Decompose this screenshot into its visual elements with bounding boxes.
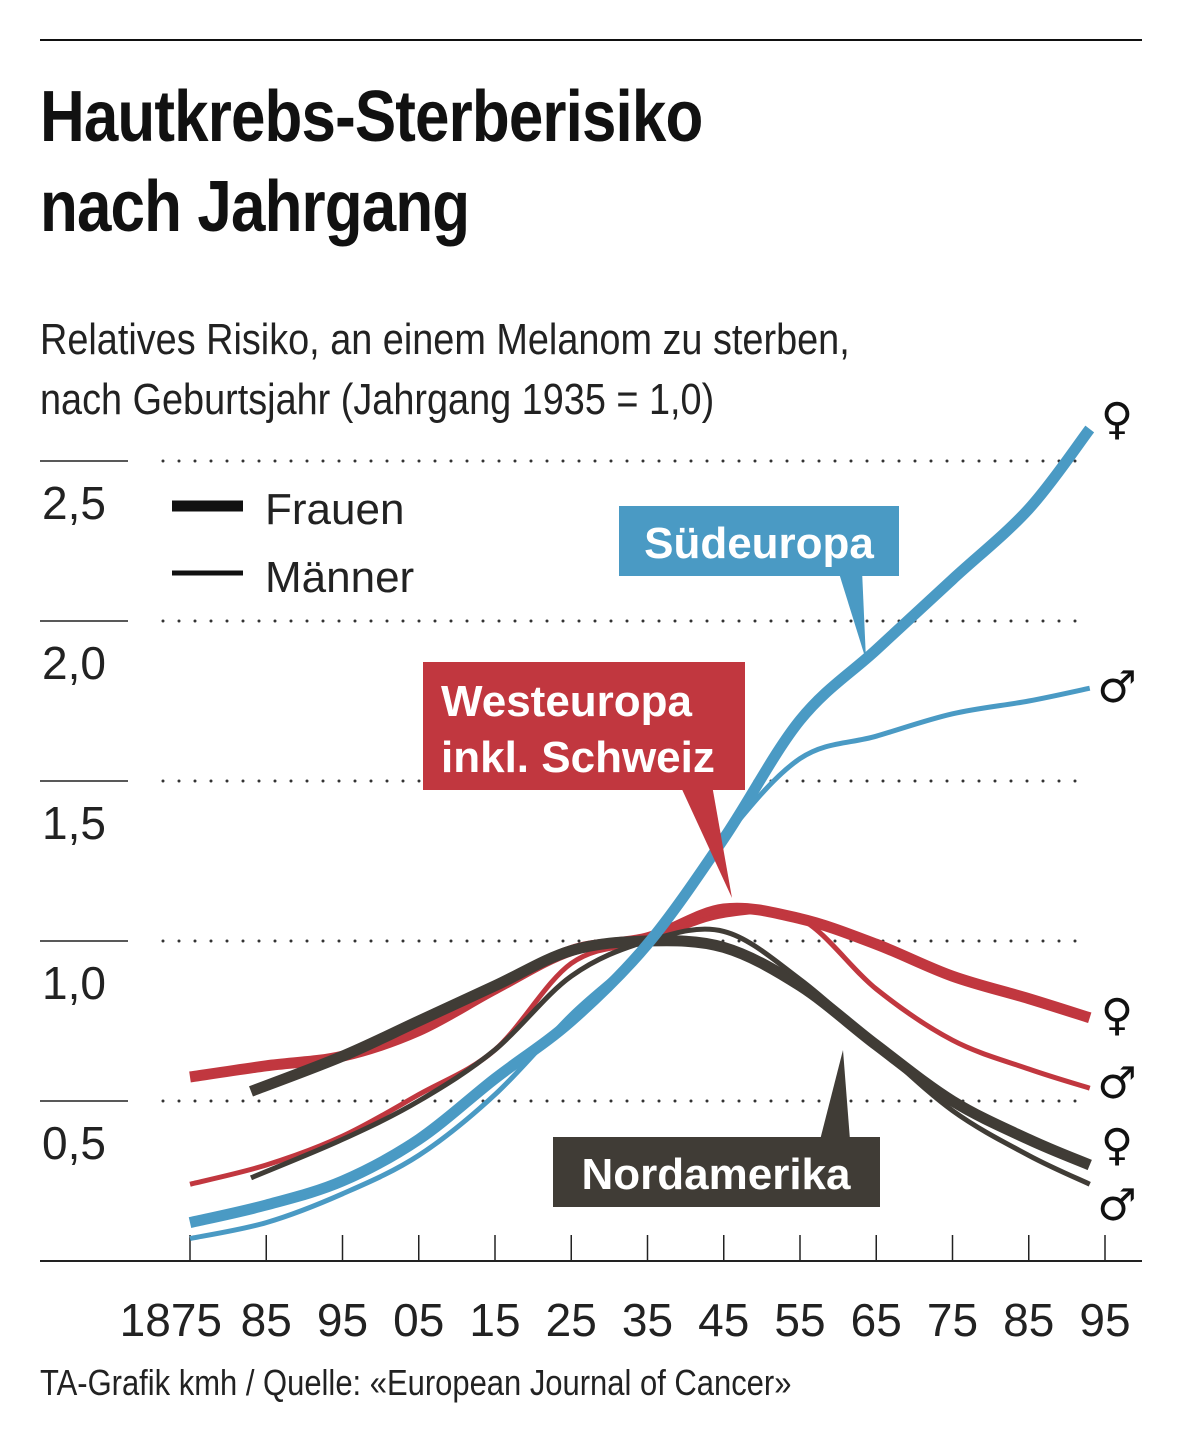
x-tick-label: 45 <box>698 1294 749 1346</box>
top-rule <box>40 39 1142 41</box>
series-line-südeuropa-männer <box>189 685 1091 1242</box>
callout-label-suedeuropa: Südeuropa <box>644 519 874 568</box>
x-tick-label: 15 <box>469 1294 520 1346</box>
x-tick-label: 25 <box>546 1294 597 1346</box>
callout-box-westeuropa <box>423 662 745 790</box>
subtitle-line-2: nach Geburtsjahr (Jahrgang 1935 = 1,0) <box>40 375 715 424</box>
callout-label-westeuropa-line1: Westeuropa <box>441 677 693 726</box>
x-tick-label: 95 <box>1079 1294 1130 1346</box>
x-tick-label: 65 <box>851 1294 902 1346</box>
title-line-1: Hautkrebs-Sterberisiko <box>40 77 703 157</box>
x-tick-label: 55 <box>774 1294 825 1346</box>
callout-pointer <box>820 1050 850 1140</box>
x-tick-label: 35 <box>622 1294 673 1346</box>
callout-box-suedeuropa <box>619 506 899 576</box>
callout-box-nordamerika <box>553 1137 880 1207</box>
x-tick-label: 85 <box>1003 1294 1054 1346</box>
callout-pointer <box>838 570 866 660</box>
x-tick-label: 95 <box>317 1294 368 1346</box>
source-note: TA-Grafik kmh / Quelle: «European Journa… <box>40 1362 792 1403</box>
subtitle-line-1: Relatives Risiko, an einem Melanom zu st… <box>40 315 850 364</box>
male-symbol-icon: ♂ <box>1097 1180 1136 1231</box>
y-tick-label: 2,5 <box>42 477 106 529</box>
y-tick-label: 2,0 <box>42 637 106 689</box>
y-tick-label: 1,5 <box>42 797 106 849</box>
female-symbol-icon: ♀ <box>1101 394 1133 445</box>
male-symbol-icon: ♂ <box>1097 1058 1136 1109</box>
title-line-2: nach Jahrgang <box>40 167 470 247</box>
legend-label-frauen: Frauen <box>265 485 404 534</box>
callout-label-nordamerika: Nordamerika <box>581 1150 851 1199</box>
callout-pointer <box>680 785 732 898</box>
series-line-nordamerika-frauen <box>249 935 1092 1171</box>
female-symbol-icon: ♀ <box>1101 1120 1133 1171</box>
x-tick-label: 75 <box>927 1294 978 1346</box>
male-symbol-icon: ♂ <box>1097 662 1136 713</box>
x-tick-label: 85 <box>241 1294 292 1346</box>
callout-label-westeuropa-line2: inkl. Schweiz <box>441 733 715 782</box>
series-line-nordamerika-männer <box>250 926 1091 1187</box>
chart-title: Hautkrebs-Sterberisiko nach Jahrgang <box>40 72 703 252</box>
y-tick-label: 1,0 <box>42 957 106 1009</box>
series-line-westeuropa-frauen <box>189 902 1092 1083</box>
female-symbol-icon: ♀ <box>1101 990 1133 1041</box>
chart-subtitle: Relatives Risiko, an einem Melanom zu st… <box>40 310 850 430</box>
x-tick-label: 05 <box>393 1294 444 1346</box>
legend-label-maenner: Männer <box>265 553 414 602</box>
y-tick-label: 0,5 <box>42 1117 106 1169</box>
x-tick-label: 1875 <box>120 1294 222 1346</box>
